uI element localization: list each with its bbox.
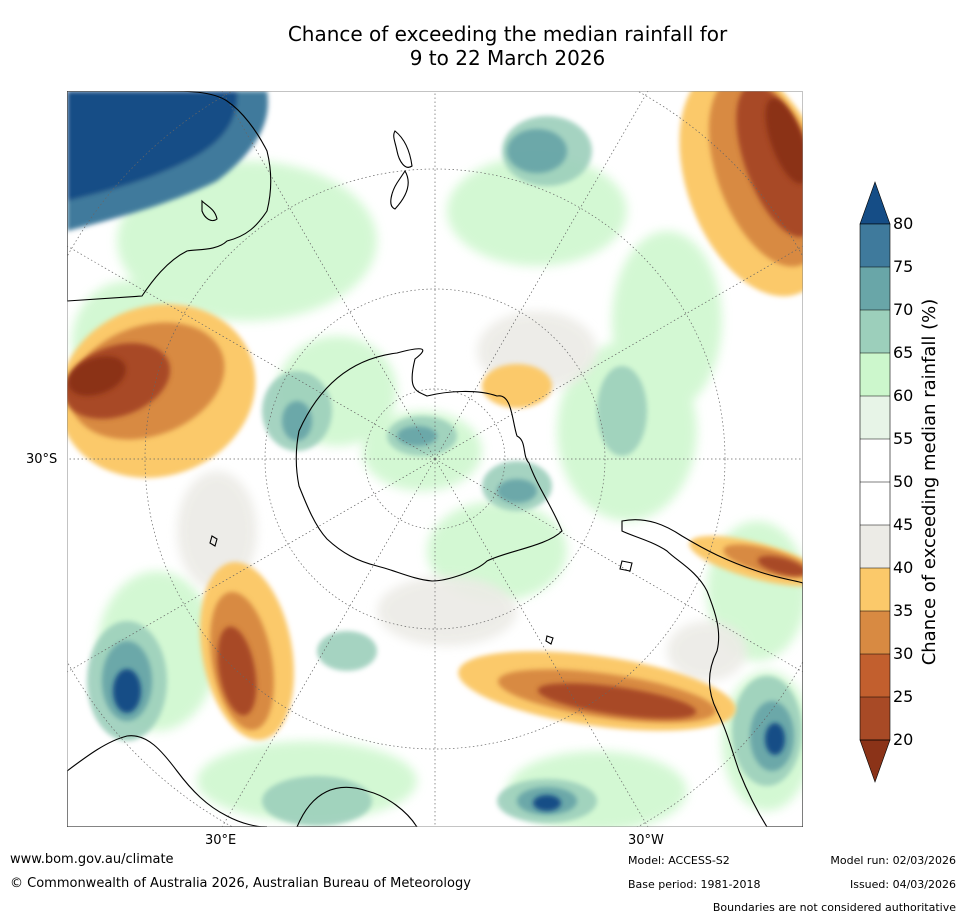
colorbar-tick-label: 25 (893, 687, 914, 706)
map-svg (67, 91, 803, 827)
lon-label-30w: 30°W (628, 833, 664, 848)
colorbar (855, 180, 895, 785)
rainfall-map[interactable] (67, 91, 803, 827)
colorbar-svg (859, 181, 891, 783)
colorbar-tick-label: 60 (893, 386, 914, 405)
colorbar-tick-label: 80 (893, 214, 914, 233)
footer-url[interactable]: www.bom.gov.au/climate (10, 852, 174, 867)
map-title: Chance of exceeding the median rainfall … (0, 22, 965, 70)
colorbar-tick-label: 75 (893, 257, 914, 276)
lat-label-30s: 30°S (26, 452, 58, 467)
footer-issued: Issued: 04/03/2026 (849, 878, 956, 891)
title-line-1: Chance of exceeding the median rainfall … (287, 22, 728, 46)
lon-label-30e: 30°E (205, 833, 237, 848)
colorbar-tick-label: 35 (893, 601, 914, 620)
colorbar-tick-label: 50 (893, 472, 914, 491)
colorbar-tick-label: 65 (893, 343, 914, 362)
coastlines (67, 91, 803, 827)
colorbar-tick-label: 30 (893, 644, 914, 663)
footer-base-period: Base period: 1981-2018 (628, 878, 761, 891)
footer-disclaimer: Boundaries are not considered authoritat… (712, 901, 956, 914)
colorbar-tick-label: 45 (893, 515, 914, 534)
colorbar-tick-label: 70 (893, 300, 914, 319)
colorbar-title: Chance of exceeding median rainfall (%) (919, 298, 940, 666)
colorbar-tick-label: 40 (893, 558, 914, 577)
footer-model-run: Model run: 02/03/2026 (830, 854, 956, 867)
footer-copyright: © Commonwealth of Australia 2026, Austra… (10, 876, 471, 891)
footer-model: Model: ACCESS-S2 (628, 854, 730, 867)
colorbar-tick-label: 55 (893, 429, 914, 448)
title-line-2: 9 to 22 March 2026 (409, 46, 606, 70)
graticule (67, 91, 803, 827)
colorbar-tick-label: 20 (893, 730, 914, 749)
probability-shading (67, 91, 803, 827)
